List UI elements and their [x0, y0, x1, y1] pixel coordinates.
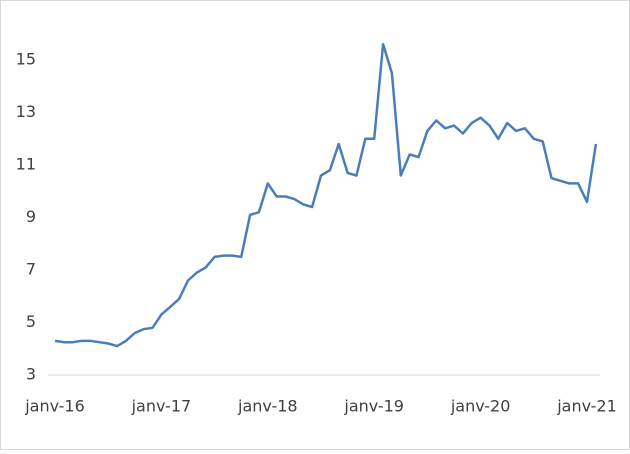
y-tick-label: 3 — [26, 365, 36, 384]
x-tick-label: janv-20 — [450, 397, 511, 416]
y-tick-label: 11 — [16, 155, 36, 174]
x-tick-label: janv-16 — [24, 397, 85, 416]
y-tick-label: 9 — [26, 207, 36, 226]
y-tick-label: 5 — [26, 312, 36, 331]
y-tick-label: 15 — [16, 50, 36, 69]
x-tick-label: janv-18 — [237, 397, 298, 416]
y-tick-label: 13 — [16, 102, 36, 121]
y-tick-label: 7 — [26, 260, 36, 279]
x-tick-label: janv-17 — [131, 397, 192, 416]
data-line — [54, 43, 598, 348]
x-tick-label: janv-21 — [556, 397, 617, 416]
x-tick-label: janv-19 — [343, 397, 404, 416]
